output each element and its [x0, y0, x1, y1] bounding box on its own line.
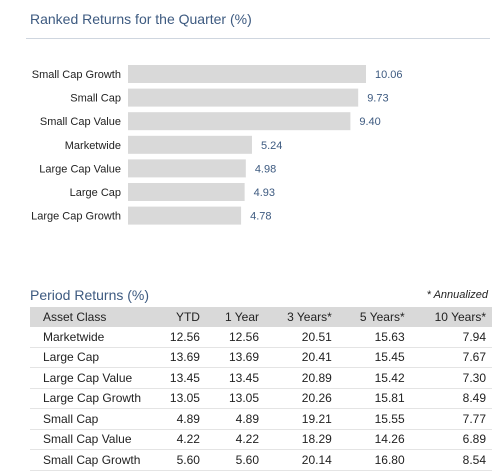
ranked-returns-title: Ranked Returns for the Quarter (%) [30, 11, 252, 27]
return-cell: 12.56 [229, 329, 260, 344]
asset-class-cell: Marketwide [43, 329, 105, 344]
return-cell: 5.60 [176, 452, 200, 467]
return-cell: 20.14 [301, 452, 332, 467]
period-returns-table: Asset Class YTD 1 Year 3 Years* 5 Years* 10 Y… [30, 307, 492, 471]
return-cell: 15.63 [374, 329, 405, 344]
table-row: Large Cap 13.69 13.69 20.41 15.45 7.67 [30, 347, 492, 368]
table-row: Large Cap Growth 13.05 13.05 20.26 15.81 8.49 [30, 388, 492, 409]
bar [128, 135, 252, 154]
bar-category-label: Large Cap [70, 187, 121, 199]
column-header: Asset Class [43, 310, 107, 324]
period-returns-title: Period Returns (%) [30, 287, 150, 303]
bar [128, 112, 351, 131]
return-cell: 4.89 [176, 411, 200, 426]
table-row: Large Cap Value 13.45 13.45 20.89 15.42 7.30 [30, 368, 492, 388]
return-cell: 13.45 [169, 370, 200, 385]
return-cell: 7.30 [462, 370, 486, 385]
asset-class-cell: Small Cap Growth [43, 452, 141, 467]
bar-value-label: 10.06 [375, 69, 403, 81]
table-row: Marketwide 12.56 12.56 20.51 15.63 7.94 [30, 327, 492, 347]
bar-value-label: 4.93 [254, 187, 275, 199]
annualized-note: * Annualized [426, 289, 488, 301]
column-header: 10 Years* [434, 310, 486, 324]
column-header: 3 Years* [287, 310, 332, 324]
return-cell: 18.29 [301, 432, 332, 447]
return-cell: 7.67 [462, 350, 486, 365]
bar [128, 88, 359, 107]
bar-category-label: Small Cap Growth [32, 69, 121, 81]
bar-category-label: Marketwide [65, 140, 121, 152]
return-cell: 20.51 [301, 329, 332, 344]
table-row: Small Cap Growth 5.60 5.60 20.14 16.80 8.54 [30, 450, 492, 470]
return-cell: 6.89 [462, 432, 486, 447]
bar-category-label: Large Cap Value [39, 163, 121, 175]
bar-value-label: 4.78 [250, 211, 271, 223]
table-body: Marketwide 12.56 12.56 20.51 15.63 7.94 Large … [30, 327, 492, 470]
return-cell: 15.55 [374, 411, 405, 426]
asset-class-cell: Large Cap Growth [43, 391, 142, 406]
bar-value-label: 4.98 [255, 163, 276, 175]
return-cell: 8.49 [462, 391, 486, 406]
return-cell: 14.26 [374, 432, 405, 447]
bar-value-label: 9.40 [359, 116, 380, 128]
table-header-row: Asset Class YTD 1 Year 3 Years* 5 Years* 10 Y… [30, 307, 492, 327]
return-cell: 8.54 [462, 452, 486, 467]
table-row: Small Cap 4.89 4.89 19.21 15.55 7.77 [30, 409, 492, 429]
column-header: 5 Years* [359, 310, 405, 324]
bar-category-label: Large Cap Growth [31, 211, 121, 223]
bar-category-label: Small Cap Value [40, 116, 121, 128]
return-cell: 16.80 [374, 452, 405, 467]
title-divider [26, 38, 490, 39]
column-header: 1 Year [224, 310, 260, 324]
bar-value-label: 9.73 [367, 93, 388, 105]
return-cell: 20.41 [301, 350, 332, 365]
return-cell: 5.60 [235, 452, 260, 467]
return-cell: 7.77 [462, 411, 486, 426]
asset-class-cell: Small Cap [43, 411, 99, 426]
bar-value-label: 5.24 [261, 140, 282, 152]
bar [128, 206, 242, 225]
return-cell: 13.69 [229, 350, 260, 365]
return-cell: 12.56 [169, 329, 200, 344]
column-header: YTD [175, 310, 200, 324]
return-cell: 13.69 [169, 350, 200, 365]
return-cell: 20.89 [301, 370, 332, 385]
return-cell: 15.81 [374, 391, 405, 406]
bar-category-label: Small Cap [70, 93, 121, 105]
return-cell: 20.26 [301, 391, 332, 406]
return-cell: 4.22 [235, 432, 260, 447]
table-row: Small Cap Value 4.22 4.22 18.29 14.26 6.89 [30, 429, 492, 450]
return-cell: 13.05 [229, 391, 260, 406]
asset-class-cell: Small Cap Value [43, 432, 132, 447]
bar [128, 159, 246, 178]
return-cell: 15.42 [374, 370, 405, 385]
asset-class-cell: Large Cap Value [43, 370, 133, 385]
asset-class-cell: Large Cap [43, 350, 100, 365]
return-cell: 15.45 [374, 350, 405, 365]
return-cell: 13.05 [169, 391, 200, 406]
bar [128, 65, 366, 83]
bar [128, 183, 245, 201]
return-cell: 4.22 [176, 432, 200, 447]
return-cell: 19.21 [301, 411, 332, 426]
return-cell: 13.45 [229, 370, 260, 385]
return-cell: 4.89 [235, 411, 260, 426]
ranked-returns-bar-chart: Small Cap Growth 10.06 Small Cap 9.73 Small … [31, 65, 403, 225]
return-cell: 7.94 [462, 329, 486, 344]
